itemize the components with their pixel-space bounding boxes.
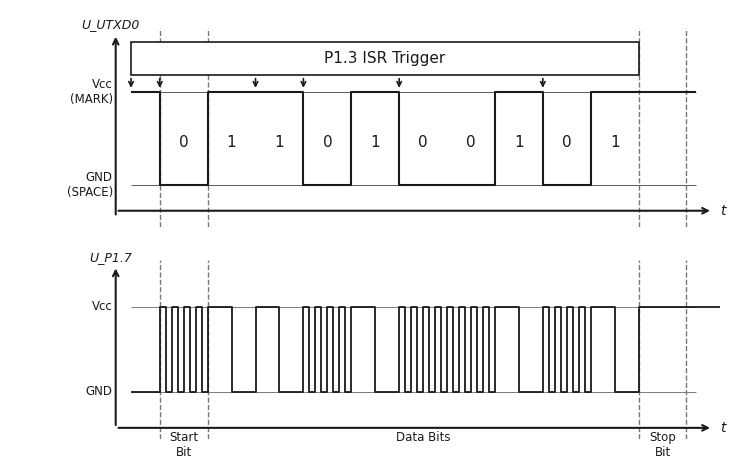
Text: U_UTXD0: U_UTXD0 [82,18,140,31]
Text: U_P1.7: U_P1.7 [89,251,132,264]
Text: 1: 1 [370,135,380,150]
Text: Vcc: Vcc [92,300,112,313]
Text: P1.3 ISR Trigger: P1.3 ISR Trigger [324,51,446,66]
Text: 0: 0 [419,135,428,150]
Text: 0: 0 [322,135,332,150]
Text: 1: 1 [274,135,284,150]
Text: GND: GND [86,386,112,398]
Text: 0: 0 [562,135,572,150]
Text: 1: 1 [514,135,523,150]
Text: Stop
Bit: Stop Bit [650,431,676,459]
Text: 1: 1 [610,135,620,150]
Bar [131,42,638,75]
Text: Data Bits: Data Bits [396,431,450,444]
Text: 1: 1 [226,135,236,150]
Text: GND
(SPACE): GND (SPACE) [67,171,112,199]
Text: t: t [720,421,725,435]
Text: 0: 0 [179,135,188,150]
Text: 0: 0 [466,135,476,150]
Text: Start
Bit: Start Bit [170,431,198,459]
Text: Vcc
(MARK): Vcc (MARK) [70,77,112,106]
Text: t: t [720,204,725,218]
